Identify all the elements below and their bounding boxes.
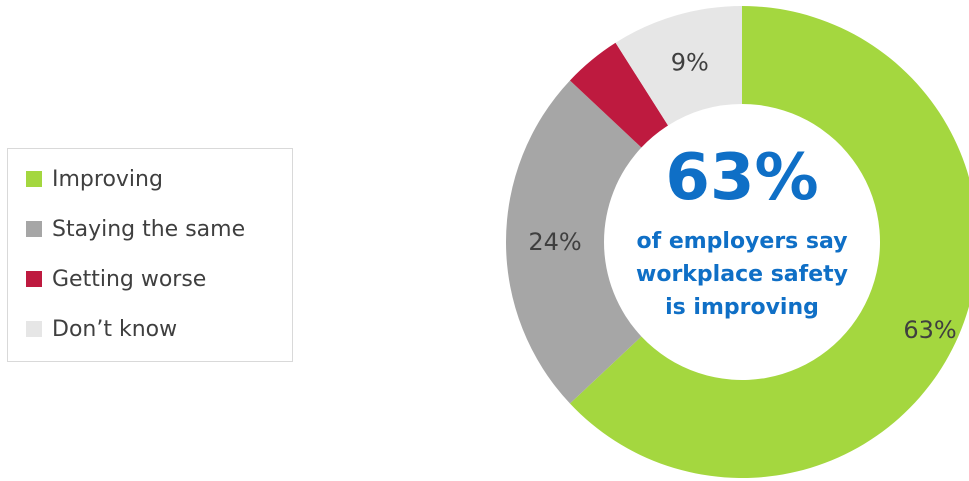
legend-item-improving: Improving <box>26 163 163 195</box>
legend-swatch <box>26 321 42 337</box>
center-headline: 63% <box>665 141 818 215</box>
slice-labels: 63% 24% 9% <box>528 48 956 344</box>
slice-don-t-know <box>615 6 742 126</box>
center-line-3: is improving <box>665 295 819 320</box>
center-line-1: of employers say <box>636 229 847 254</box>
center-line-2: workplace safety <box>636 262 848 287</box>
chart-legend: Improving Staying the same Getting worse Do… <box>7 148 293 362</box>
slice-staying-the-same <box>505 80 642 404</box>
donut-slices <box>505 6 969 478</box>
legend-item-staying-the-same: Staying the same <box>26 213 245 245</box>
legend-item-getting-worse: Getting worse <box>26 263 206 295</box>
legend-label: Don’t know <box>52 316 178 342</box>
data-label-staying-the-same: 24% <box>528 228 581 256</box>
legend-swatch <box>26 171 42 187</box>
center-callout: 63% of employers say workplace safety is… <box>636 141 848 320</box>
slice-getting-worse <box>569 42 669 148</box>
legend-label: Getting worse <box>52 266 207 292</box>
slice-improving <box>569 6 969 478</box>
data-label-improving: 63% <box>903 316 956 344</box>
legend-swatch <box>26 221 42 237</box>
legend-label: Staying the same <box>52 216 246 242</box>
legend-label: Improving <box>52 166 163 192</box>
legend-item-don-t-know: Don’t know <box>26 313 177 345</box>
data-label-don-t-know: 9% <box>671 48 709 76</box>
legend-swatch <box>26 271 42 287</box>
